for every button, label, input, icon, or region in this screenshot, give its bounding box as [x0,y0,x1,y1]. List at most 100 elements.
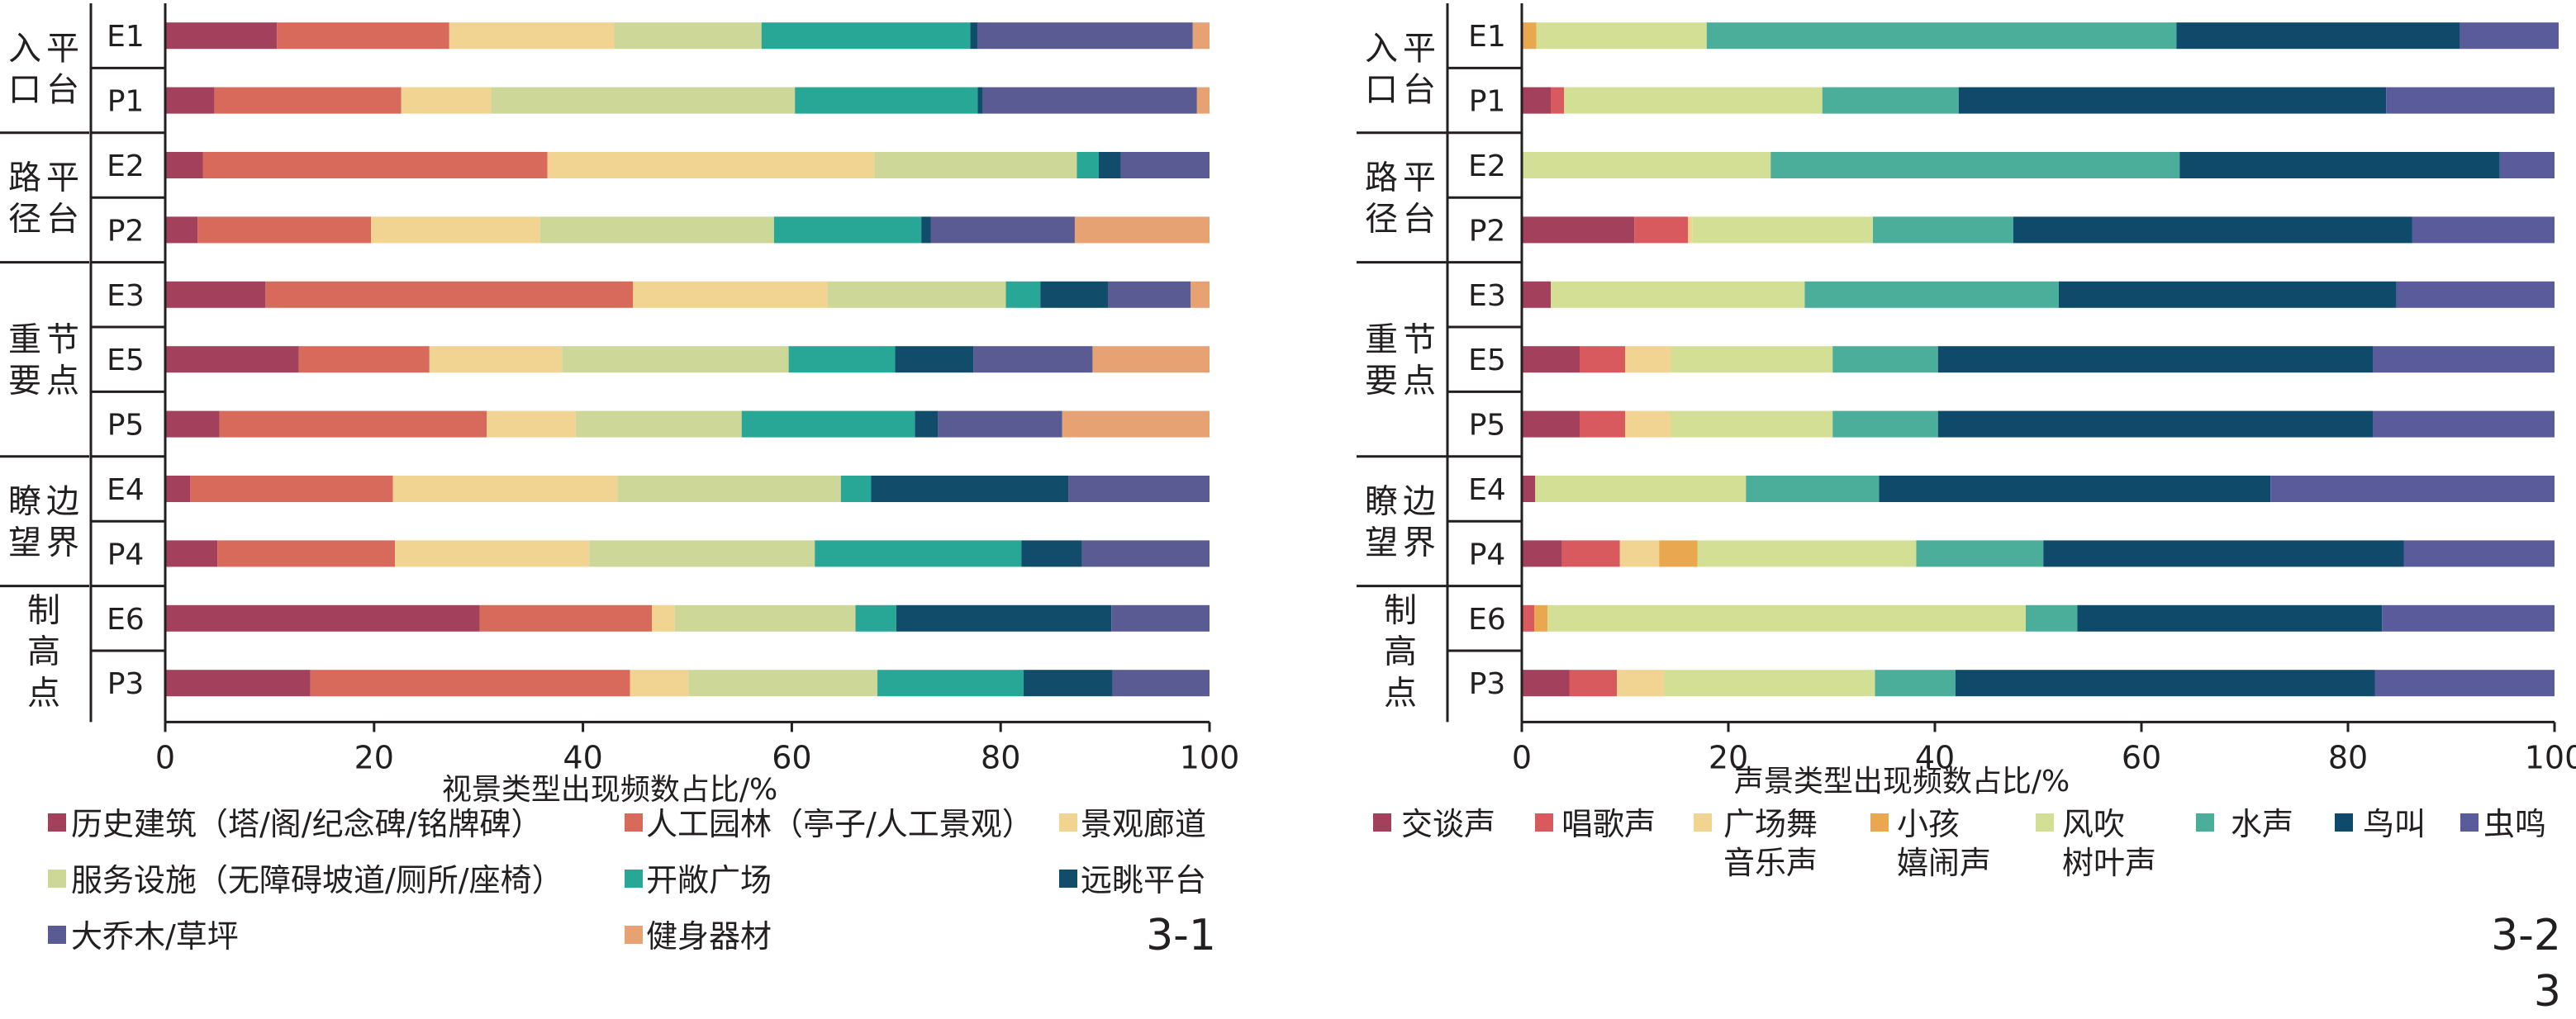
panel-label-right: 3-2 [2491,911,2561,960]
bar-segment-P3-s2 [630,670,689,697]
category-label: E3 [1468,279,1506,313]
legend-item-open-plaza: 开敞广场 [625,862,772,898]
bar-segment-E1-s7 [2460,22,2559,50]
bar-segment-P1-s7 [2386,87,2555,114]
bar-segment-E5-s0 [165,346,299,373]
legend-swatch [625,813,643,832]
bar-segment-E1-s0 [165,22,278,50]
bar-segment-P2-s7 [1074,216,1210,244]
bar-segment-P4-s1 [217,540,396,567]
bar-segment-E6-s1 [479,604,653,632]
bar-segment-E2-s4 [1522,152,1771,178]
legend-swatch [2196,813,2214,832]
bar-segment-P2-s3 [539,216,774,244]
category-label: E4 [1468,473,1506,507]
bar-segment-P4-s0 [1522,540,1562,567]
bar-segment-P5-s6 [1937,410,2373,438]
bar-segment-P4-s3 [589,540,815,567]
category-label: E1 [107,20,145,54]
legend-label: 远眺平台 [1081,862,1206,898]
group-label: 瞭边 [1365,483,1441,521]
bar-segment-P1-s6 [982,87,1197,114]
x-tick-label: 80 [981,739,1020,775]
x-tick-label: 100 [1180,739,1240,775]
group-label: 重节 [1365,321,1441,359]
bar-segment-P4-s1 [1561,540,1620,567]
legend-item-insects: 虫鸣 [2460,806,2546,842]
bar-segment-E5-s2 [1625,346,1671,373]
bar-segment-E3-s2 [633,281,828,308]
bar-segment-P4-s4 [1697,540,1917,567]
legend-item-wind-leaves: 风吹 树叶声 [2036,806,2156,881]
bar-segment-P5-s5 [1832,410,1938,438]
group-label: 口台 [1365,71,1441,109]
bar-segment-E4-s5 [1746,476,1880,502]
bar-segment-P2-s2 [1688,216,1693,244]
bar-segment-E6-s0 [165,604,480,632]
bar-segment-E6-s4 [1547,604,2026,632]
category-label: E3 [107,279,145,313]
bar-segment-E5-s7 [2373,346,2555,373]
group-label: 入平 [1365,30,1441,68]
bar-segment-P5-s6 [938,410,1062,438]
bar-segment-P4-s6 [1081,540,1210,567]
group-label: 口台 [8,71,84,109]
bar-segment-P2-s1 [197,216,371,244]
bar-segment-E3-s5 [1040,281,1109,308]
bar-segment-P2-s7 [2412,216,2555,244]
legend-label: 水声 [2231,806,2293,842]
legend-label: 虫鸣 [2483,806,2546,842]
panel-label-left: 3-1 [1146,911,1216,960]
bar-segment-E6-s5 [2026,604,2078,632]
bar-segment-P1-s5 [977,87,983,114]
legend-label: 风吹 [2062,806,2125,842]
group-label: 望界 [1365,524,1441,562]
bar-segment-E5-s6 [973,346,1093,373]
category-label: E2 [107,149,145,183]
group-label: 要点 [8,363,84,400]
bar-segment-P5-s0 [165,410,220,438]
bar-segment-E1-s4 [761,22,971,50]
bar-segment-P2-s0 [165,216,198,244]
bar-segment-E3-s0 [165,281,266,308]
x-tick-label: 60 [2122,739,2161,775]
legend-swatch [48,870,66,888]
bar-segment-E3-s7 [2396,281,2555,308]
group-label: 高 [1384,633,1422,671]
bar-segment-P5-s0 [1522,410,1580,438]
bar-segment-E1-s6 [977,22,1193,50]
bar-segment-E6-s3 [1534,604,1548,632]
bar-segment-E1-s7 [1192,22,1210,50]
bar-segment-E3-s4 [1551,281,1805,308]
legend-swatch [1373,813,1391,832]
bar-segment-P3-s5 [1024,670,1113,697]
bar-segment-P3-s1 [310,670,630,697]
bar-segment-P2-s5 [921,216,931,244]
group-label: 瞭边 [8,483,84,521]
legend-swatch [1059,813,1077,832]
bar-segment-P3-s0 [1522,670,1570,697]
bar-segment-E6-s1 [1522,604,1534,632]
legend-item-service-facility: 服务设施（无障碍坡道/厕所/座椅） [48,862,563,898]
legend-label: 服务设施（无障碍坡道/厕所/座椅） [71,862,563,898]
bar-segment-P4-s5 [1916,540,2044,567]
x-tick-label: 80 [2328,739,2368,775]
bar-segment-P1-s7 [1196,87,1210,114]
category-label: P5 [107,409,145,443]
group-label: 制 [27,591,65,629]
legend-label: 开敞广场 [646,862,772,898]
legend-swatch [1059,870,1077,888]
legend-item-viewing-platform: 远眺平台 [1059,862,1206,898]
bar-segment-P5-s3 [575,410,742,438]
chart-soundscape: E1 P1 E2 P2 E3 E5 P5 E4 P4 E6 P3 入平口台路平径台重节要点瞭边望界制高… [1357,3,2576,775]
bar-segment-E3-s5 [1804,281,2059,308]
bar-segment-P1-s1 [1551,87,1565,114]
x-tick-label: 0 [1512,739,1532,775]
legend-swatch [2036,813,2054,832]
legend-item-singing: 唱歌声 [1535,806,1656,842]
bar-segment-E2-s1 [202,152,548,178]
x-tick-label: 40 [563,739,602,775]
bar-segment-E6-s7 [2382,604,2555,632]
bar-segment-E4-s3 [617,476,841,502]
